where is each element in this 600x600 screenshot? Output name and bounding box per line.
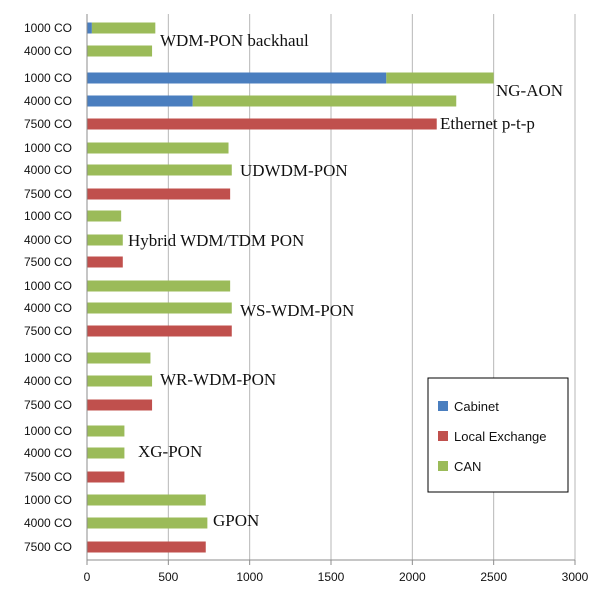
x-tick-label: 1500 xyxy=(318,570,345,584)
legend-swatch xyxy=(438,401,448,411)
bar-segment-can xyxy=(87,352,151,364)
bar-segment-can xyxy=(87,425,125,437)
bar-segment-can xyxy=(87,164,232,176)
group-label: WS-WDM-PON xyxy=(240,301,354,320)
category-label: 4000 CO xyxy=(24,516,72,530)
bar-segment-can xyxy=(87,280,231,292)
x-tick-label: 2000 xyxy=(399,570,426,584)
bar-segment-local-exchange xyxy=(87,541,206,553)
category-label: 1000 CO xyxy=(24,21,72,35)
bars xyxy=(87,22,494,553)
bar-segment-cabinet xyxy=(87,95,193,107)
category-label: 7500 CO xyxy=(24,540,72,554)
bar-segment-local-exchange xyxy=(87,118,437,130)
category-label: 4000 CO xyxy=(24,94,72,108)
bar-segment-can xyxy=(192,95,457,107)
x-tick-label: 3000 xyxy=(562,570,589,584)
category-label: 1000 CO xyxy=(24,279,72,293)
bar-segment-cabinet xyxy=(87,22,92,34)
bar-segment-can xyxy=(87,45,153,57)
bar-segment-can xyxy=(87,447,125,459)
x-tick-label: 500 xyxy=(158,570,178,584)
category-label: 1000 CO xyxy=(24,351,72,365)
bar-segment-can xyxy=(386,72,494,84)
x-tick-label: 0 xyxy=(84,570,91,584)
category-label: 1000 CO xyxy=(24,493,72,507)
category-label: 7500 CO xyxy=(24,187,72,201)
category-label: 7500 CO xyxy=(24,470,72,484)
bar-segment-local-exchange xyxy=(87,256,123,268)
bar-segment-can xyxy=(87,375,153,387)
group-label: WDM-PON backhaul xyxy=(160,31,309,50)
bar-segment-can xyxy=(87,210,122,222)
group-label: NG-AON xyxy=(496,81,563,100)
category-label: 7500 CO xyxy=(24,398,72,412)
group-label: Hybrid WDM/TDM PON xyxy=(128,231,304,250)
bar-segment-local-exchange xyxy=(87,399,153,411)
legend-label: Cabinet xyxy=(454,399,499,414)
bar-segment-cabinet xyxy=(87,72,387,84)
category-label: 4000 CO xyxy=(24,233,72,247)
category-label: 7500 CO xyxy=(24,255,72,269)
bar-segment-local-exchange xyxy=(87,325,232,337)
category-label: 1000 CO xyxy=(24,209,72,223)
x-tick-label: 2500 xyxy=(480,570,507,584)
bar-segment-can xyxy=(87,234,123,246)
category-label: 4000 CO xyxy=(24,163,72,177)
group-label: GPON xyxy=(213,511,259,530)
bar-segment-can xyxy=(87,142,229,154)
bar-segment-can xyxy=(87,494,206,506)
category-label: 4000 CO xyxy=(24,301,72,315)
labels: 0 500 1000 1500 2000 2500 3000 1000 CO 4000 CO WD… xyxy=(24,21,589,584)
bar-segment-can xyxy=(87,302,232,314)
bar-segment-local-exchange xyxy=(87,188,231,200)
x-tick-label: 1000 xyxy=(236,570,263,584)
group-label: Ethernet p-t-p xyxy=(440,114,535,133)
category-label: 7500 CO xyxy=(24,117,72,131)
bar-segment-can xyxy=(91,22,156,34)
category-label: 1000 CO xyxy=(24,71,72,85)
category-label: 1000 CO xyxy=(24,424,72,438)
group-label: WR-WDM-PON xyxy=(160,370,276,389)
category-label: 1000 CO xyxy=(24,141,72,155)
category-label: 4000 CO xyxy=(24,374,72,388)
group-label: XG-PON xyxy=(138,442,202,461)
bar-segment-local-exchange xyxy=(87,471,125,483)
legend-swatch xyxy=(438,461,448,471)
legend-box xyxy=(427,377,569,493)
legend: Cabinet Local Exchange CAN xyxy=(427,377,569,493)
group-label: UDWDM-PON xyxy=(240,161,348,180)
legend-label: CAN xyxy=(454,459,481,474)
category-label: 4000 CO xyxy=(24,44,72,58)
axes xyxy=(86,14,576,565)
legend-label: Local Exchange xyxy=(454,429,547,444)
bar-segment-can xyxy=(87,517,208,529)
legend-swatch xyxy=(438,431,448,441)
category-label: 4000 CO xyxy=(24,446,72,460)
category-label: 7500 CO xyxy=(24,324,72,338)
